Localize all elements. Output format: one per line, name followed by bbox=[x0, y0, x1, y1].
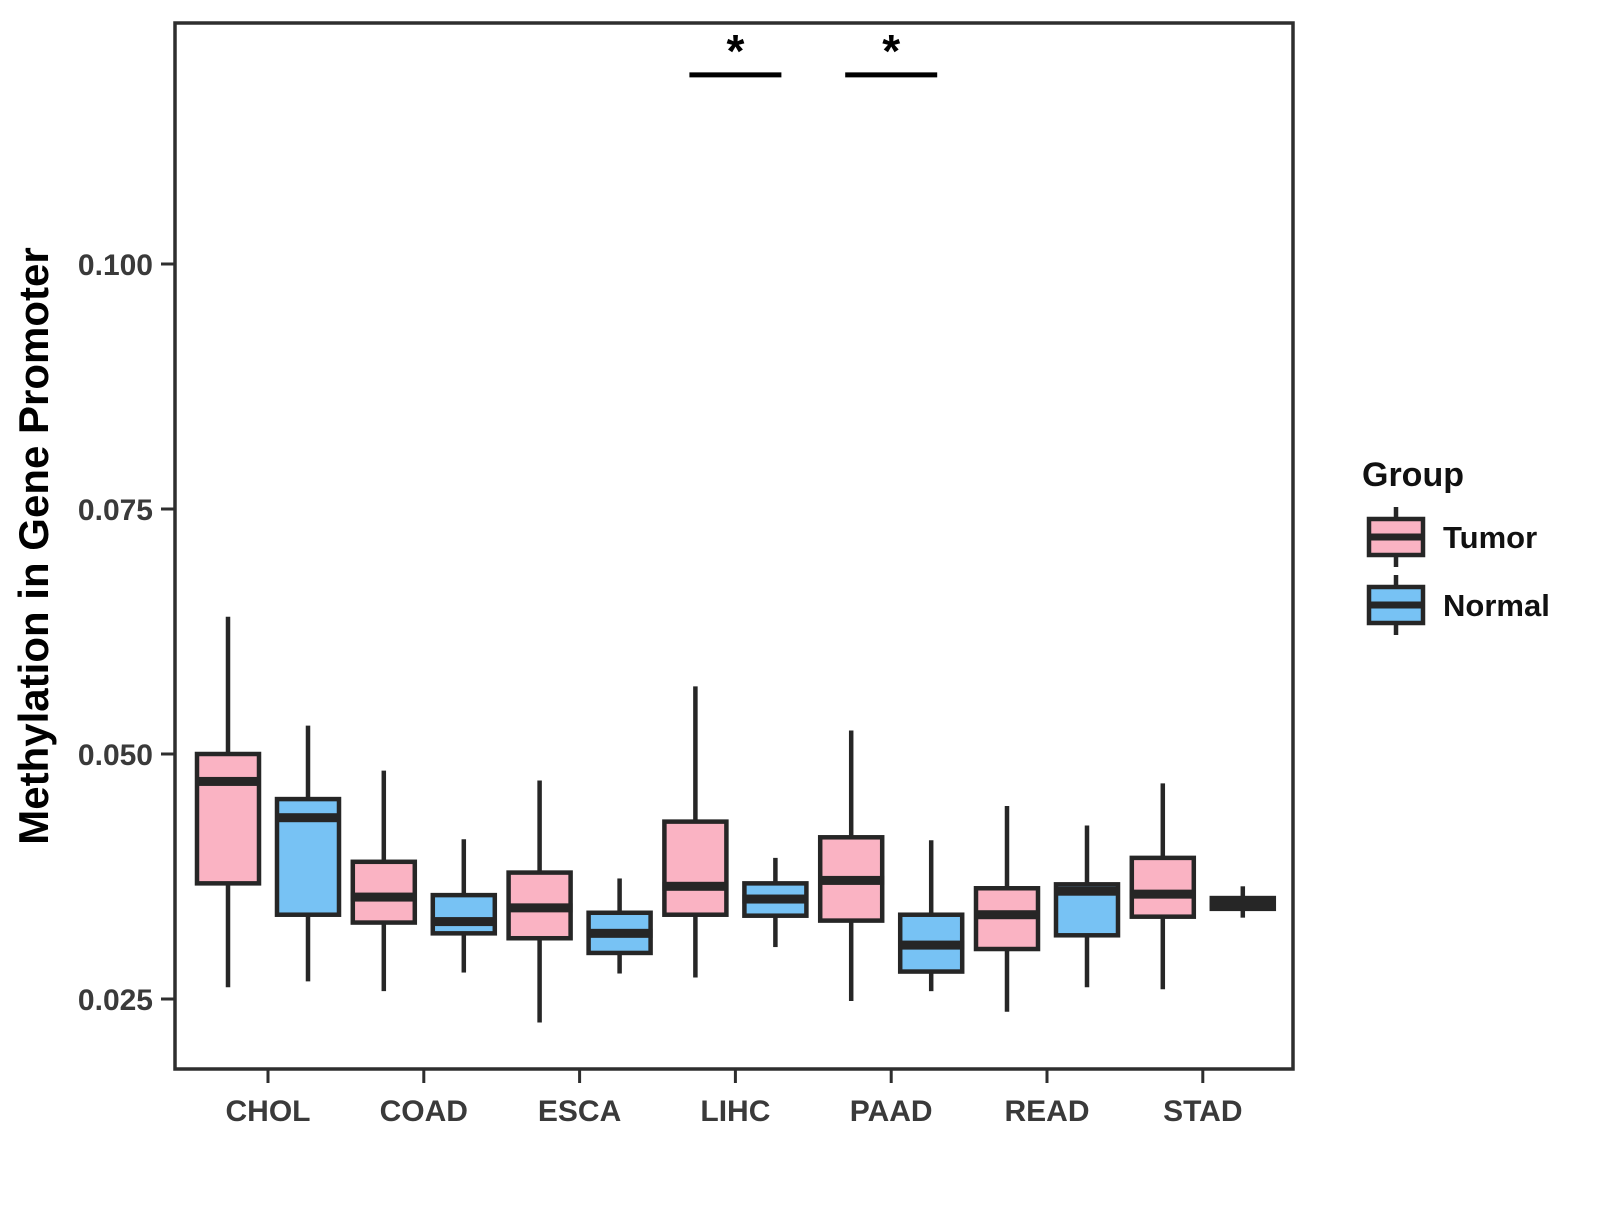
significance-layer: * * bbox=[689, 25, 938, 78]
median-line bbox=[1129, 889, 1196, 899]
significance-paad: * bbox=[845, 25, 938, 78]
box-lihc-normal bbox=[742, 857, 809, 948]
significance-lihc: * bbox=[689, 25, 782, 78]
median-line bbox=[506, 903, 573, 913]
box-read-normal bbox=[1053, 825, 1121, 988]
median-line bbox=[195, 776, 261, 786]
significance-star: * bbox=[882, 25, 900, 77]
median-line bbox=[350, 892, 417, 902]
legend: Group Tumor Normal bbox=[1362, 456, 1550, 635]
box-chol-tumor bbox=[194, 616, 262, 988]
iqr-box bbox=[194, 751, 262, 886]
box-lihc-tumor bbox=[662, 686, 729, 978]
x-tick-label-esca: ESCA bbox=[538, 1095, 621, 1128]
legend-entry-label: Tumor bbox=[1443, 520, 1537, 555]
box-stad-tumor bbox=[1129, 783, 1197, 990]
iqr-box bbox=[1129, 855, 1197, 919]
median-line bbox=[430, 917, 497, 927]
median-line bbox=[742, 894, 809, 904]
legend-key-median bbox=[1369, 601, 1423, 609]
legend-entry-label: Normal bbox=[1443, 588, 1550, 623]
x-tick-label-stad: STAD bbox=[1163, 1095, 1242, 1128]
x-tick-label-read: READ bbox=[1004, 1095, 1089, 1128]
box-esca-tumor bbox=[506, 780, 573, 1023]
y-tick-label: 0.050 bbox=[78, 739, 153, 772]
box-stad-normal bbox=[1209, 886, 1277, 918]
legend-title: Group bbox=[1362, 456, 1464, 494]
median-line bbox=[1054, 886, 1120, 896]
axes-layer: 0.025 0.050 0.075 0.100 CHOL COAD ESCA LIHC PAAD… bbox=[78, 249, 1243, 1128]
legend-entry-tumor: Tumor bbox=[1366, 507, 1537, 567]
x-tick-label-coad: COAD bbox=[380, 1095, 468, 1128]
box-esca-normal bbox=[586, 878, 653, 974]
median-line bbox=[586, 928, 653, 938]
median-line bbox=[1209, 899, 1276, 909]
iqr-box bbox=[430, 892, 498, 936]
box-read-tumor bbox=[973, 805, 1041, 1012]
plot-panel bbox=[173, 21, 1295, 1071]
median-line bbox=[818, 875, 885, 885]
legend-entry-normal: Normal bbox=[1366, 575, 1550, 635]
median-line bbox=[898, 940, 965, 950]
box-chol-normal bbox=[274, 725, 342, 982]
x-tick-label-paad: PAAD bbox=[850, 1095, 933, 1128]
panel-border bbox=[173, 21, 1295, 1071]
box-paad-normal bbox=[897, 840, 965, 992]
significance-star: * bbox=[726, 25, 744, 77]
box-coad-normal bbox=[430, 839, 498, 973]
boxplot-layer bbox=[194, 616, 1277, 1023]
x-tick-label-lihc: LIHC bbox=[700, 1095, 770, 1128]
median-line bbox=[275, 813, 341, 823]
y-tick-label: 0.025 bbox=[78, 984, 153, 1017]
legend-key-median bbox=[1369, 533, 1423, 541]
y-tick-label: 0.075 bbox=[78, 494, 153, 527]
median-line bbox=[974, 910, 1040, 920]
y-axis-title: Methylation in Gene Promoter bbox=[10, 247, 57, 844]
box-coad-tumor bbox=[350, 770, 418, 992]
box-paad-tumor bbox=[817, 730, 885, 1001]
x-tick-label-chol: CHOL bbox=[226, 1095, 311, 1128]
median-line bbox=[662, 881, 729, 891]
y-tick-label: 0.100 bbox=[78, 249, 153, 282]
iqr-box bbox=[350, 859, 418, 925]
iqr-box bbox=[662, 819, 729, 917]
